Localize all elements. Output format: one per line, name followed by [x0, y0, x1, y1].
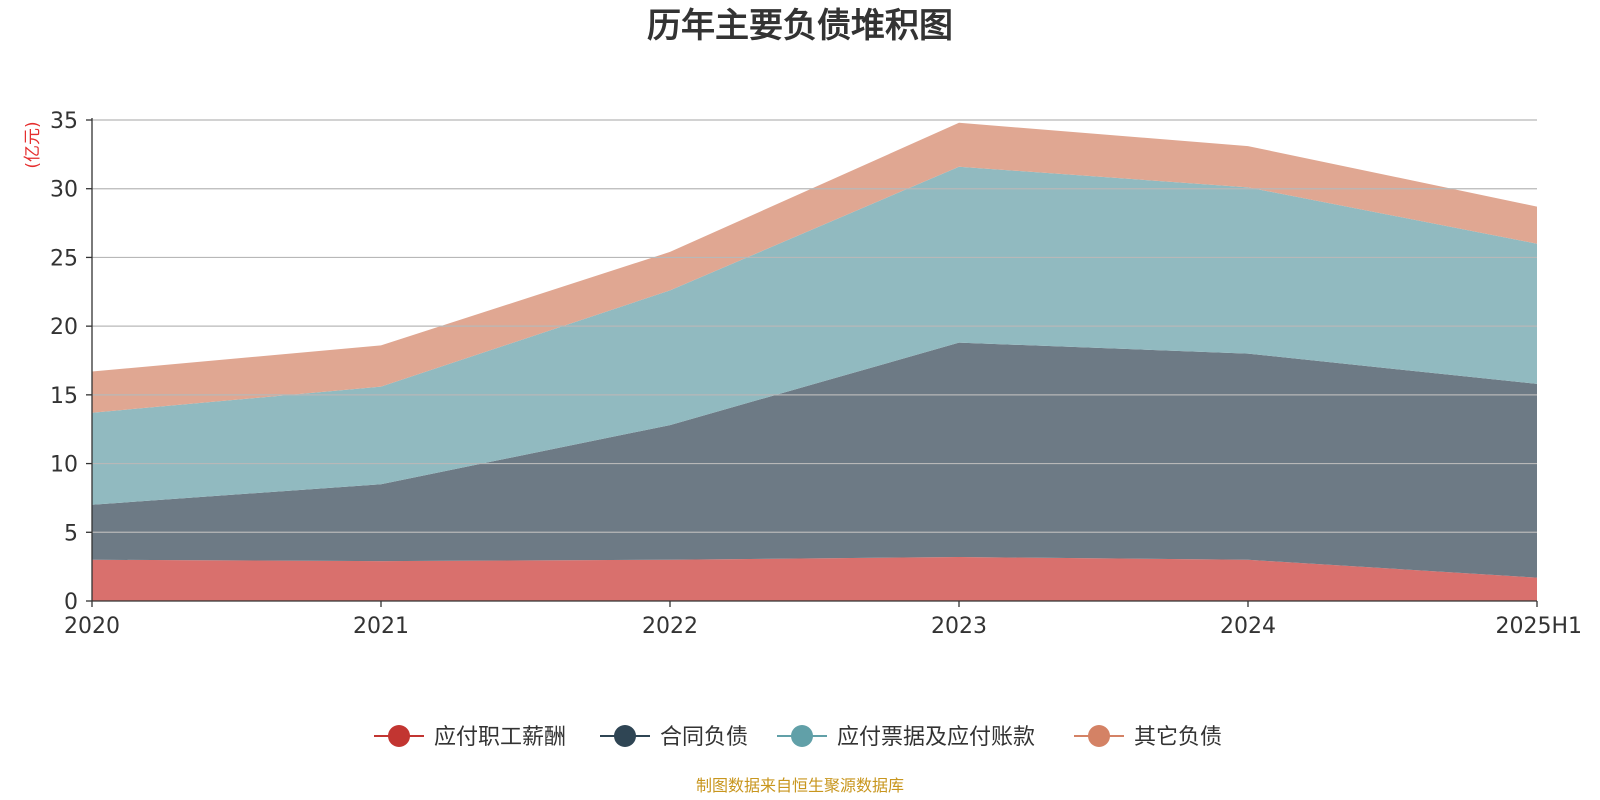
y-tick-labels: 0 5 10 15 20 25 30 35 — [50, 109, 78, 615]
gridlines — [92, 119, 1537, 533]
axes — [86, 118, 1538, 607]
y-tick-label: 20 — [50, 315, 78, 340]
legend-label: 其它负债 — [1134, 725, 1222, 750]
legend-circle-icon — [388, 725, 410, 747]
area-series-3 — [92, 166, 1537, 505]
x-tick-label: 2023 — [931, 614, 987, 639]
y-tick-label: 5 — [64, 521, 78, 546]
legend-item-4[interactable]: 其它负债 — [1074, 725, 1222, 750]
y-tick-label: 10 — [50, 453, 78, 478]
legend-item-3[interactable]: 应付票据及应付账款 — [777, 725, 1035, 750]
x-tick-labels: 2020 2021 2022 2023 2024 2025H1 — [64, 614, 1582, 639]
legend-circle-icon — [1088, 725, 1110, 747]
y-tick-label: 25 — [50, 246, 78, 271]
legend-circle-icon — [791, 725, 813, 747]
y-tick-label: 15 — [50, 384, 78, 409]
x-tick-label: 2020 — [64, 614, 120, 639]
legend-label: 应付职工薪酬 — [434, 725, 566, 750]
area-series-1 — [92, 557, 1537, 601]
x-tick-label: 2022 — [642, 614, 698, 639]
y-axis-unit-label: (亿元) — [23, 121, 43, 168]
y-tick-label: 35 — [50, 109, 78, 134]
source-note: 制图数据来自恒生聚源数据库 — [696, 776, 904, 795]
area-series-2 — [92, 342, 1537, 578]
legend: 应付职工薪酬 合同负债 应付票据及应付账款 其它负债 — [374, 725, 1222, 750]
legend-circle-icon — [614, 725, 636, 747]
area-series-4 — [92, 122, 1537, 413]
x-tick-label: 2025H1 — [1495, 614, 1582, 639]
legend-label: 应付票据及应付账款 — [837, 725, 1035, 750]
y-tick-label: 30 — [50, 178, 78, 203]
legend-item-2[interactable]: 合同负债 — [600, 725, 748, 750]
legend-item-1[interactable]: 应付职工薪酬 — [374, 725, 566, 750]
y-tick-label: 0 — [64, 590, 78, 615]
x-tick-label: 2021 — [353, 614, 409, 639]
chart-title: 历年主要负债堆积图 — [647, 6, 953, 46]
area-layers — [92, 122, 1537, 601]
x-tick-label: 2024 — [1220, 614, 1276, 639]
legend-label: 合同负债 — [660, 725, 748, 750]
